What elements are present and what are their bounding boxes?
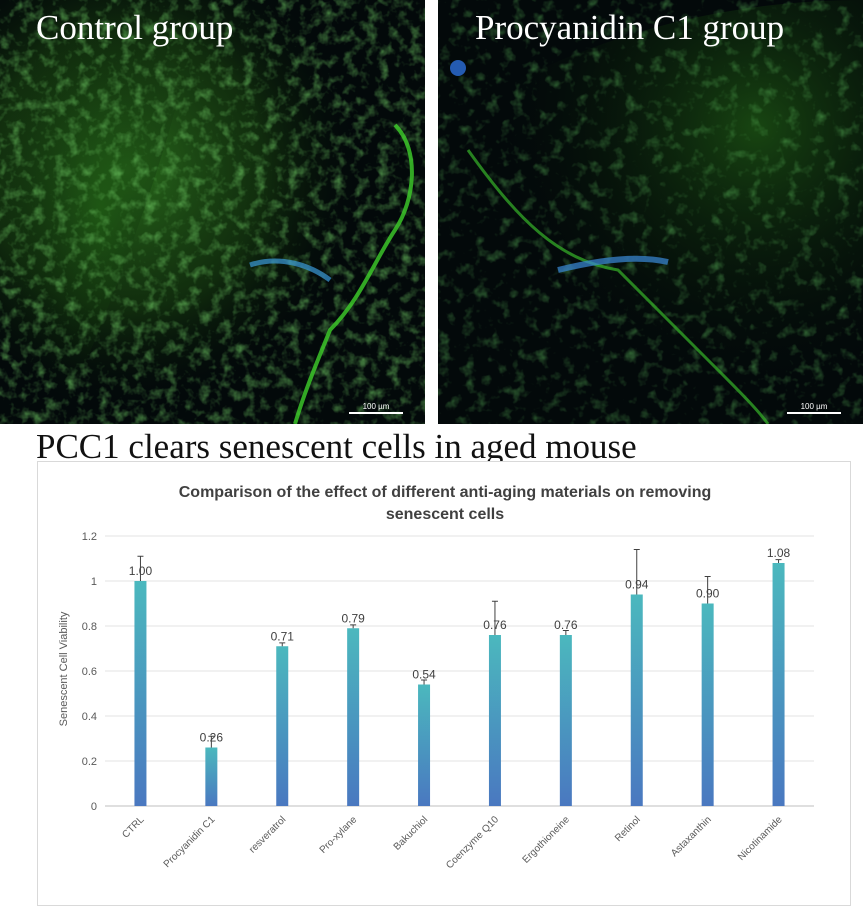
- bar-bakuchiol: [418, 684, 431, 806]
- data-label: 1.00: [129, 564, 153, 578]
- data-label: 0.90: [696, 587, 720, 601]
- figure-caption: PCC1 clears senescent cells in aged mous…: [36, 427, 637, 466]
- scale-bar-line: [787, 412, 841, 414]
- x-tick-label: Bakuchiol: [392, 814, 430, 852]
- data-label: 0.79: [341, 611, 365, 625]
- y-tick-label: 1.2: [82, 531, 97, 543]
- x-tick-label: Nicotinamide: [736, 814, 785, 863]
- x-tick-label: Astaxanthin: [669, 814, 714, 859]
- data-label: 0.76: [483, 618, 507, 632]
- chart-title-line-1: Comparison of the effect of different an…: [178, 484, 712, 501]
- data-label: 1.08: [767, 546, 791, 560]
- scale-bar: 100 µm: [349, 402, 403, 414]
- y-tick-label: 0: [91, 801, 97, 813]
- chart-title-line-2: senescent cells: [385, 506, 505, 523]
- micrograph-procyanidin: Procyanidin C1 group 100 µm: [438, 0, 863, 424]
- data-label: 0.54: [412, 668, 436, 682]
- data-label: 0.26: [200, 731, 224, 745]
- x-tick-label: CTRL: [120, 814, 147, 841]
- x-tick-label: Coenzyme Q10: [444, 814, 501, 871]
- y-tick-label: 0.2: [82, 756, 97, 768]
- scale-bar: 100 µm: [787, 402, 841, 414]
- y-tick-label: 0.8: [82, 621, 97, 633]
- y-tick-label: 0.6: [82, 666, 97, 678]
- bar-coenzyme-q10: [488, 635, 501, 806]
- bar-pro-xylane: [347, 628, 360, 806]
- y-tick-label: 1: [91, 576, 97, 588]
- micrograph-control-image: [0, 0, 425, 424]
- data-label: 0.71: [271, 629, 295, 643]
- y-axis-label: Senescent Cell Viability: [58, 611, 70, 726]
- micrograph-control: Control group 100 µm: [0, 0, 425, 424]
- chart-title: Comparison of the effect of different an…: [38, 482, 852, 526]
- scale-bar-label: 100 µm: [362, 402, 390, 411]
- x-tick-label: Ergothioneine: [521, 814, 573, 866]
- micrograph-label: Control group: [36, 8, 234, 47]
- scale-bar-label: 100 µm: [800, 402, 828, 411]
- x-tick-label: resveratrol: [247, 814, 288, 855]
- data-label: 0.76: [554, 618, 578, 632]
- bar-procyanidin-c1: [205, 747, 218, 806]
- micrograph-label: Procyanidin C1 group: [475, 8, 785, 47]
- x-tick-label: Pro-xylane: [318, 814, 360, 856]
- bar-nicotinamide: [772, 563, 785, 806]
- scale-bar-line: [349, 412, 403, 414]
- micrograph-procyanidin-image: [438, 0, 863, 424]
- bar-retinol: [630, 594, 643, 806]
- bar-ergothioneine: [559, 635, 572, 806]
- bar-astaxanthin: [701, 603, 714, 806]
- bar-resveratrol: [276, 646, 289, 806]
- x-tick-label: Procyanidin C1: [162, 814, 218, 870]
- x-tick-label: Retinol: [613, 814, 643, 844]
- data-label: 0.94: [625, 578, 649, 592]
- bar-chart: 0 0.2 0.4 0.6 0.8 1 1.2 1.00 CTRL 0.26 Procyanidin…: [58, 531, 814, 871]
- y-tick-label: 0.4: [82, 711, 97, 723]
- bar-ctrl: [134, 581, 147, 806]
- bar-chart-panel: Comparison of the effect of different an…: [37, 461, 851, 906]
